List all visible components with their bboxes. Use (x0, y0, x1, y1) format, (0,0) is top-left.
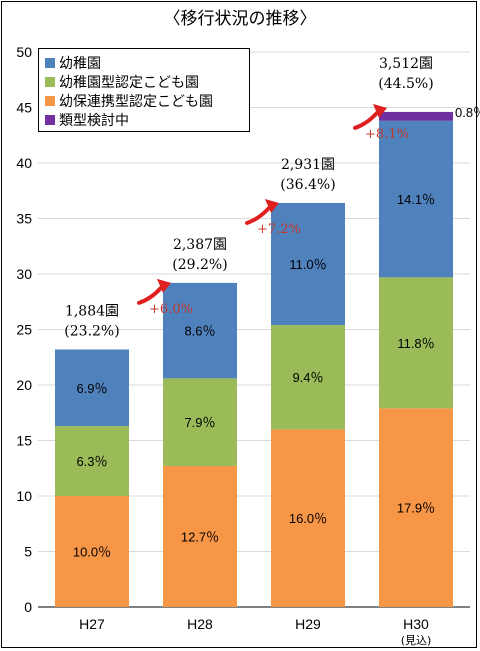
data-label: 10.0％ (73, 545, 111, 560)
bar-segment (163, 378, 237, 467)
chart-title: 〈移行状況の推移〉 (163, 9, 317, 29)
x-tick-label: H27 (79, 616, 105, 632)
bar-segment (379, 111, 453, 121)
increase-label: +6.0% (149, 302, 193, 317)
data-label: 8.6％ (184, 324, 215, 339)
x-tick-label: H29 (295, 616, 321, 632)
bar-segment (55, 426, 129, 496)
bar-segment (271, 429, 345, 607)
y-tick-label: 25 (16, 322, 32, 338)
data-label: 16.0％ (289, 511, 327, 526)
data-label: 6.9％ (76, 381, 107, 396)
data-label: 14.1％ (397, 192, 435, 207)
data-label: 17.9％ (397, 501, 435, 516)
data-label: 11.8％ (397, 336, 434, 351)
total-percent-label: (23.2%) (64, 323, 119, 339)
total-percent-label: (36.4%) (280, 177, 335, 193)
legend-swatch (45, 76, 55, 87)
y-tick-label: 15 (16, 433, 32, 449)
legend-swatch (45, 95, 55, 106)
data-label: 12.7％ (181, 530, 219, 545)
increase-arrow (353, 110, 379, 130)
increase-label: +8.1% (365, 127, 409, 142)
x-tick-note: (見込) (401, 634, 432, 647)
y-tick-label: 0 (24, 599, 32, 615)
bar-segment (55, 496, 129, 607)
y-tick-label: 10 (16, 488, 32, 504)
y-tick-label: 35 (16, 211, 32, 227)
legend-item: 幼稚園型認定こども園 (45, 72, 243, 91)
bar-segment (163, 466, 237, 607)
increase-arrow (245, 205, 271, 225)
legend-label: 幼保連携型認定こども園 (59, 93, 213, 110)
bar-segment (163, 282, 237, 379)
x-tick-label: H30 (403, 616, 429, 632)
data-label: 9.4％ (292, 370, 323, 385)
increase-arrowhead (157, 278, 171, 293)
data-label: 0.8％ (455, 105, 480, 120)
bar-segment (55, 349, 129, 427)
data-label: 6.3％ (76, 454, 107, 469)
legend-item: 幼稚園 (45, 53, 243, 72)
chart-legend: 幼稚園幼稚園型認定こども園 幼保連携型認定こども園 類型検討中 (38, 48, 250, 132)
y-tick-label: 50 (16, 44, 32, 60)
bar-segment (271, 202, 345, 326)
bar-segment (379, 120, 453, 278)
y-tick-label: 5 (24, 544, 32, 560)
legend-item: 類型検討中 (45, 110, 243, 129)
total-count-label: 1,884園 (65, 303, 119, 319)
y-tick-label: 30 (16, 266, 32, 282)
increase-arrow (137, 285, 163, 305)
y-tick-label: 45 (16, 100, 32, 116)
total-percent-label: (29.2%) (172, 257, 227, 273)
legend-label: 類型検討中 (59, 112, 129, 129)
bar-segment (379, 408, 453, 607)
bar-segment (271, 325, 345, 430)
data-label: 11.0％ (289, 257, 326, 272)
increase-label: +7.2% (257, 222, 301, 237)
increase-arrowhead (265, 198, 279, 213)
legend-swatch (45, 114, 55, 125)
legend-label: 幼稚園型認定こども園 (59, 74, 199, 91)
total-percent-label: (44.5%) (378, 76, 433, 92)
legend-item: 幼保連携型認定こども園 (45, 91, 243, 110)
legend-label: 幼稚園 (59, 55, 101, 72)
total-count-label: 2,387園 (173, 237, 227, 253)
total-count-label: 3,512園 (379, 56, 433, 72)
bar-segment (379, 277, 453, 409)
x-tick-label: H28 (187, 616, 213, 632)
total-count-label: 2,931園 (281, 157, 335, 173)
y-tick-label: 20 (16, 377, 32, 393)
y-tick-label: 40 (16, 155, 32, 171)
legend-swatch (45, 57, 55, 68)
increase-arrowhead (373, 103, 387, 118)
data-label: 7.9％ (184, 415, 215, 430)
